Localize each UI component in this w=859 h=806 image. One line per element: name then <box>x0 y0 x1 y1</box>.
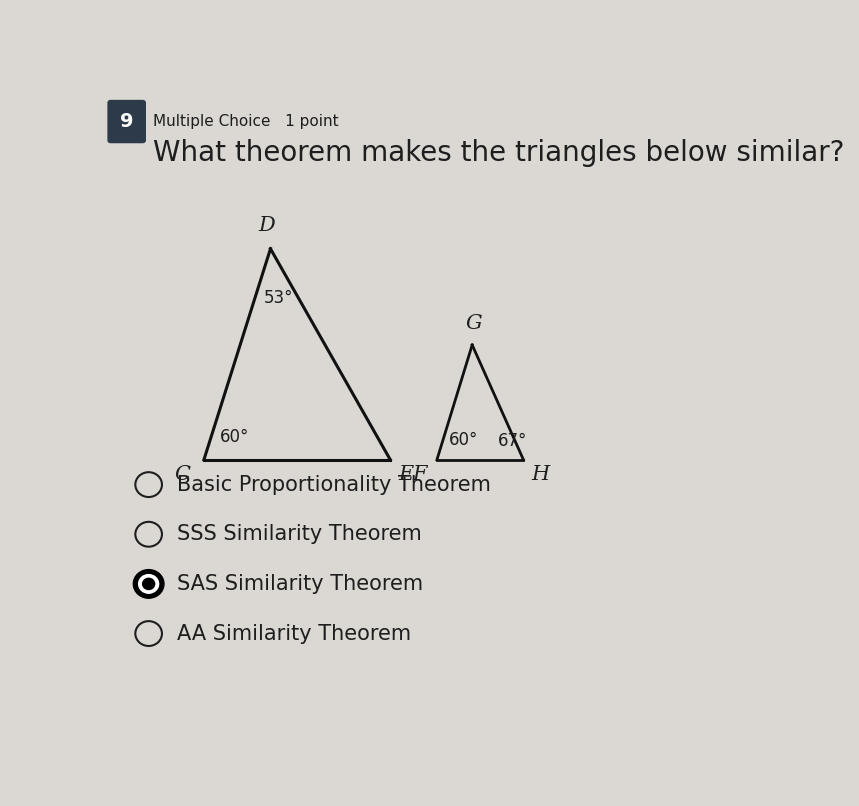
FancyBboxPatch shape <box>107 100 146 143</box>
Circle shape <box>138 575 159 593</box>
Circle shape <box>134 571 163 597</box>
Text: E: E <box>399 465 413 484</box>
Text: 60°: 60° <box>449 430 478 449</box>
Text: D: D <box>259 216 276 235</box>
Text: SAS Similarity Theorem: SAS Similarity Theorem <box>177 574 423 594</box>
Text: C: C <box>174 465 191 484</box>
Text: G: G <box>466 314 483 333</box>
Text: 53°: 53° <box>264 289 293 307</box>
Text: H: H <box>532 465 550 484</box>
Text: Basic Proportionality Theorem: Basic Proportionality Theorem <box>177 475 491 495</box>
Text: 67°: 67° <box>498 433 527 451</box>
Text: SSS Similarity Theorem: SSS Similarity Theorem <box>177 524 422 544</box>
Text: 9: 9 <box>120 112 133 131</box>
Circle shape <box>143 579 155 589</box>
Text: F: F <box>412 465 427 484</box>
Circle shape <box>133 570 164 598</box>
Text: Multiple Choice   1 point: Multiple Choice 1 point <box>153 114 338 129</box>
Text: 60°: 60° <box>220 428 249 447</box>
Text: What theorem makes the triangles below similar?: What theorem makes the triangles below s… <box>153 139 844 167</box>
Text: AA Similarity Theorem: AA Similarity Theorem <box>177 624 411 643</box>
